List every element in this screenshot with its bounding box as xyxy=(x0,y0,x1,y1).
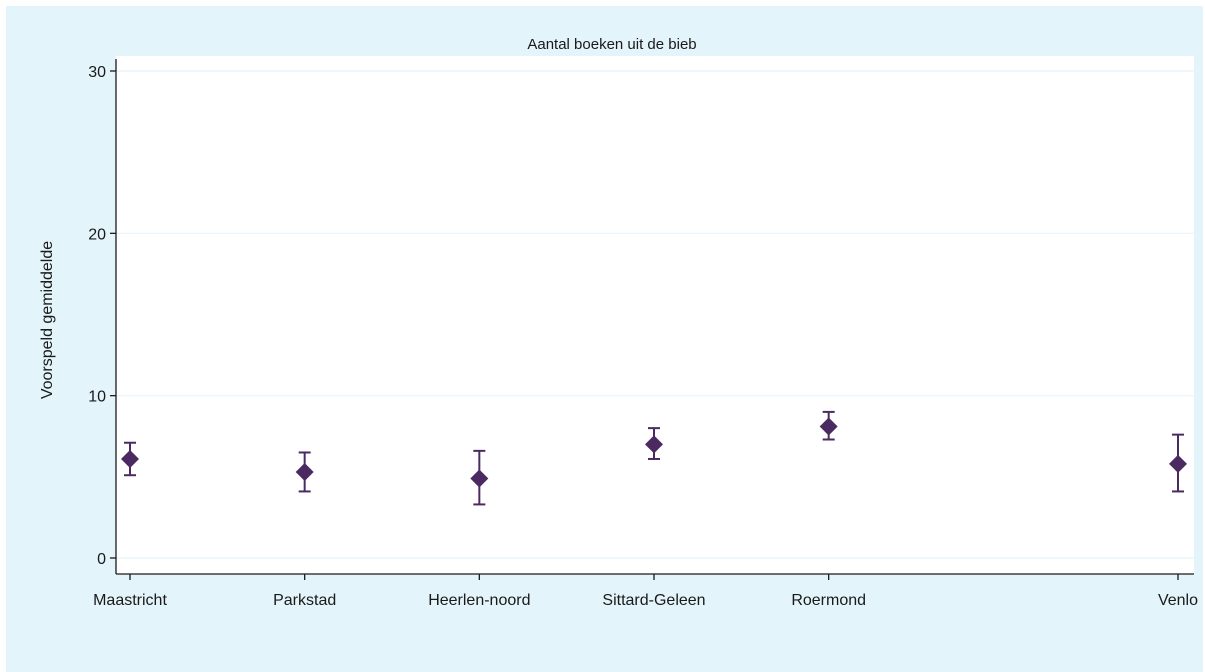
y-tick-label: 10 xyxy=(88,389,106,406)
x-tick-label: Parkstad xyxy=(273,592,336,609)
y-tick-label: 30 xyxy=(88,64,106,81)
axes xyxy=(115,59,1194,575)
data-point-marker xyxy=(470,469,489,488)
data-point-marker xyxy=(295,462,314,481)
x-tick-label: Heerlen-noord xyxy=(428,592,530,609)
x-tick-label: Roermond xyxy=(791,592,866,609)
y-tick-label: 20 xyxy=(88,226,106,243)
gridlines xyxy=(116,70,1194,559)
y-tick-label: 0 xyxy=(97,551,106,568)
data-point-marker xyxy=(819,417,838,436)
data-point-marker xyxy=(645,435,663,454)
y-axis-title: Voorspeld gemiddelde xyxy=(39,241,56,399)
plot-area xyxy=(116,56,1194,574)
data-point-marker xyxy=(1169,454,1187,473)
x-tick-label: Sittard-Geleen xyxy=(602,592,705,609)
x-ticks: Maastricht Parkstad Heerlen-noord Sittard-G… xyxy=(93,574,1198,609)
x-tick-label: Maastricht xyxy=(93,592,167,609)
x-tick-label: Venlo xyxy=(1158,592,1198,609)
chart-title: Aantal boeken uit de bieb xyxy=(527,36,696,53)
chart-container: 0 10 20 30 Maastricht Parkstad Heerlen-noord S… xyxy=(6,6,1203,672)
markers xyxy=(121,417,1187,488)
data-point-marker xyxy=(121,449,139,468)
y-ticks: 0 10 20 30 xyxy=(88,64,116,568)
chart-svg: 0 10 20 30 Maastricht Parkstad Heerlen-noord S… xyxy=(39,36,1198,609)
